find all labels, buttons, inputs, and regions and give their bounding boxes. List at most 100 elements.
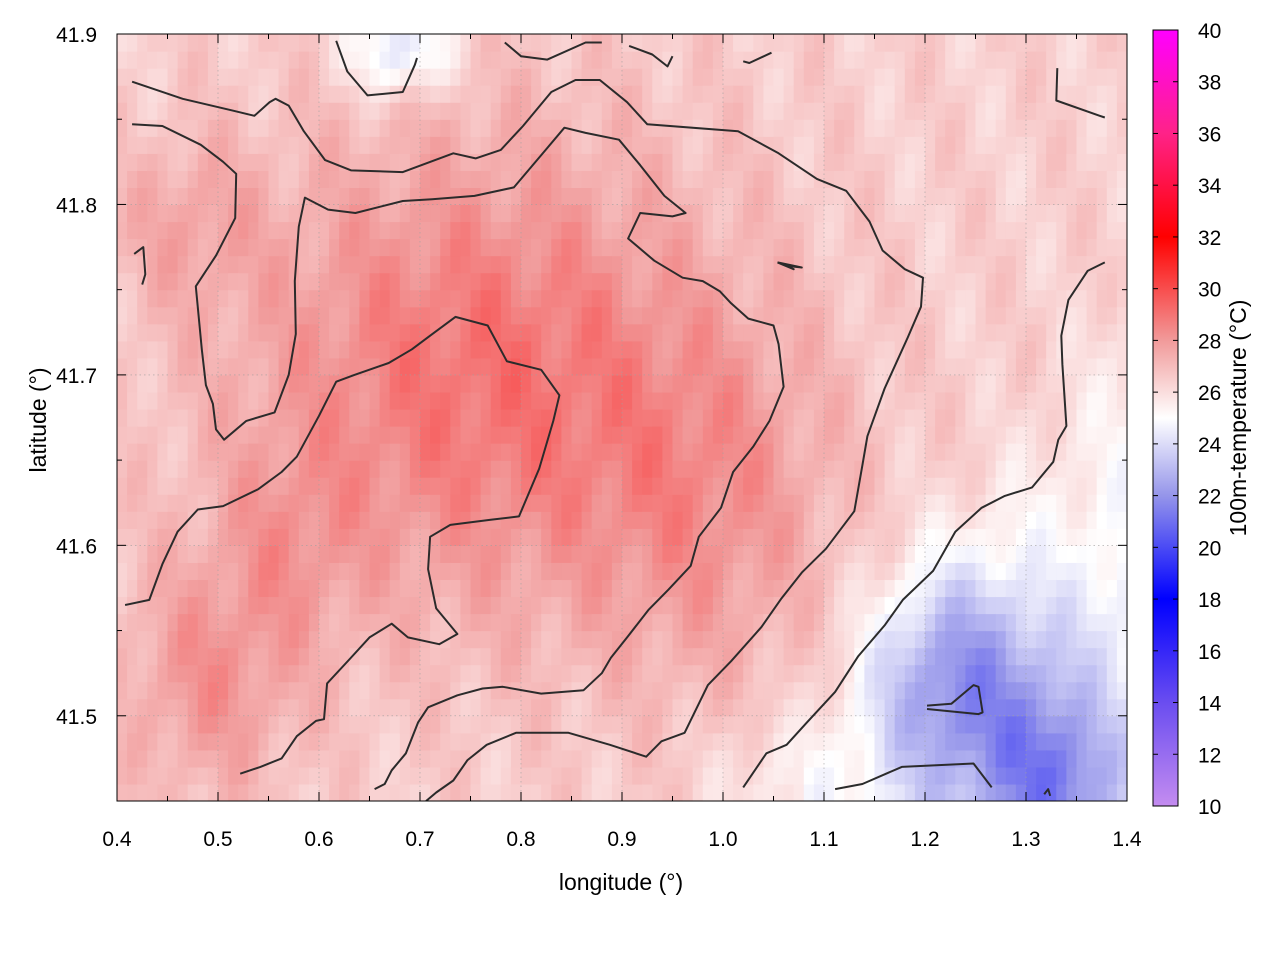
heatmap-cell (167, 340, 179, 359)
heatmap-cell (450, 460, 461, 478)
heatmap-cell (632, 630, 643, 649)
heatmap-cell (1106, 477, 1118, 495)
heatmap-cell (409, 681, 421, 700)
heatmap-cell (409, 357, 421, 376)
heatmap-cell (702, 51, 714, 69)
heatmap-cell (601, 391, 613, 410)
heatmap-cell (218, 51, 229, 69)
heatmap-cell (339, 187, 350, 206)
heatmap-cell (490, 443, 502, 461)
heatmap-cell (702, 136, 714, 154)
heatmap-cell (662, 408, 674, 427)
heatmap-cell (147, 783, 158, 801)
heatmap-cell (611, 698, 623, 717)
colorbar-tick-label: 10 (1198, 796, 1221, 819)
heatmap-cell (339, 204, 350, 223)
heatmap-cell (844, 562, 855, 581)
heatmap-cell (1056, 238, 1067, 257)
heatmap-cell (167, 698, 179, 717)
heatmap-cell (581, 698, 593, 717)
heatmap-cell (945, 153, 956, 171)
heatmap-cell (561, 34, 573, 52)
heatmap-cell (793, 306, 805, 325)
heatmap-cell (339, 596, 350, 615)
heatmap-cell (541, 562, 552, 581)
heatmap-cell (258, 51, 270, 69)
heatmap-cell (1036, 374, 1047, 393)
heatmap-cell (157, 306, 169, 325)
heatmap-cell (743, 783, 754, 801)
heatmap-cell (1086, 596, 1098, 615)
heatmap-cell (389, 562, 401, 581)
heatmap-cell (803, 681, 815, 700)
heatmap-cell (793, 511, 805, 529)
heatmap-cell (248, 136, 259, 154)
heatmap-cell (420, 511, 431, 529)
heatmap-cell (904, 289, 916, 308)
heatmap-cell (581, 255, 593, 274)
heatmap-cell (117, 238, 128, 257)
heatmap-cell (894, 289, 906, 308)
heatmap-cell (1096, 323, 1108, 342)
contour-line (742, 261, 1106, 788)
heatmap-cell (894, 664, 906, 683)
heatmap-cell (430, 494, 441, 512)
heatmap-cell (733, 255, 744, 274)
heatmap-cell (642, 460, 653, 478)
heatmap-cell (500, 51, 512, 69)
heatmap-cell (440, 749, 451, 768)
heatmap-cell (723, 613, 734, 632)
heatmap-cell (793, 783, 805, 801)
heatmap-cell (207, 306, 219, 325)
heatmap-cell (1116, 34, 1127, 52)
heatmap-cell (490, 204, 502, 223)
heatmap-cell (329, 34, 340, 52)
heatmap-cell (975, 357, 987, 376)
heatmap-cell (187, 255, 199, 274)
heatmap-cell (157, 340, 169, 359)
heatmap-cell (137, 732, 148, 751)
heatmap-cell (1036, 187, 1047, 206)
heatmap-cell (1005, 460, 1017, 478)
heatmap-cell (702, 102, 714, 120)
y-axis-label: latitude (°) (25, 367, 51, 472)
heatmap-cell (1096, 340, 1108, 359)
heatmap-cell (662, 545, 674, 563)
heatmap-cell (1036, 51, 1047, 69)
heatmap-cell (945, 170, 956, 188)
heatmap-cell (1056, 698, 1067, 717)
heatmap-cell (642, 68, 653, 86)
heatmap-cell (904, 272, 916, 291)
heatmap-cell (278, 664, 290, 683)
heatmap-cell (500, 187, 512, 206)
heatmap-cell (753, 272, 764, 291)
heatmap-cell (561, 511, 573, 529)
heatmap-cell (824, 34, 835, 52)
heatmap-cell (278, 528, 290, 546)
heatmap-cell (642, 323, 653, 342)
heatmap-cell (551, 715, 562, 734)
heatmap-cell (319, 613, 330, 632)
heatmap-cell (995, 408, 1007, 427)
heatmap-cell (298, 647, 310, 666)
heatmap-cell (884, 749, 896, 768)
heatmap-cell (268, 596, 280, 615)
heatmap-cell (642, 562, 653, 581)
heatmap-cell (844, 306, 855, 325)
heatmap-cell (773, 664, 785, 683)
heatmap-cell (864, 306, 876, 325)
heatmap-cell (723, 391, 734, 410)
heatmap-cell (652, 494, 663, 512)
heatmap-cell (712, 187, 724, 206)
heatmap-cell (632, 528, 643, 546)
heatmap-cell (339, 102, 350, 120)
heatmap-cell (228, 596, 239, 615)
heatmap-cell (127, 613, 138, 632)
heatmap-cell (723, 562, 734, 581)
heatmap-cell (844, 749, 855, 768)
heatmap-cell (238, 306, 249, 325)
heatmap-cell (399, 374, 411, 393)
heatmap-cell (1066, 170, 1078, 188)
heatmap-cell (531, 391, 542, 410)
heatmap-cell (1056, 766, 1067, 785)
